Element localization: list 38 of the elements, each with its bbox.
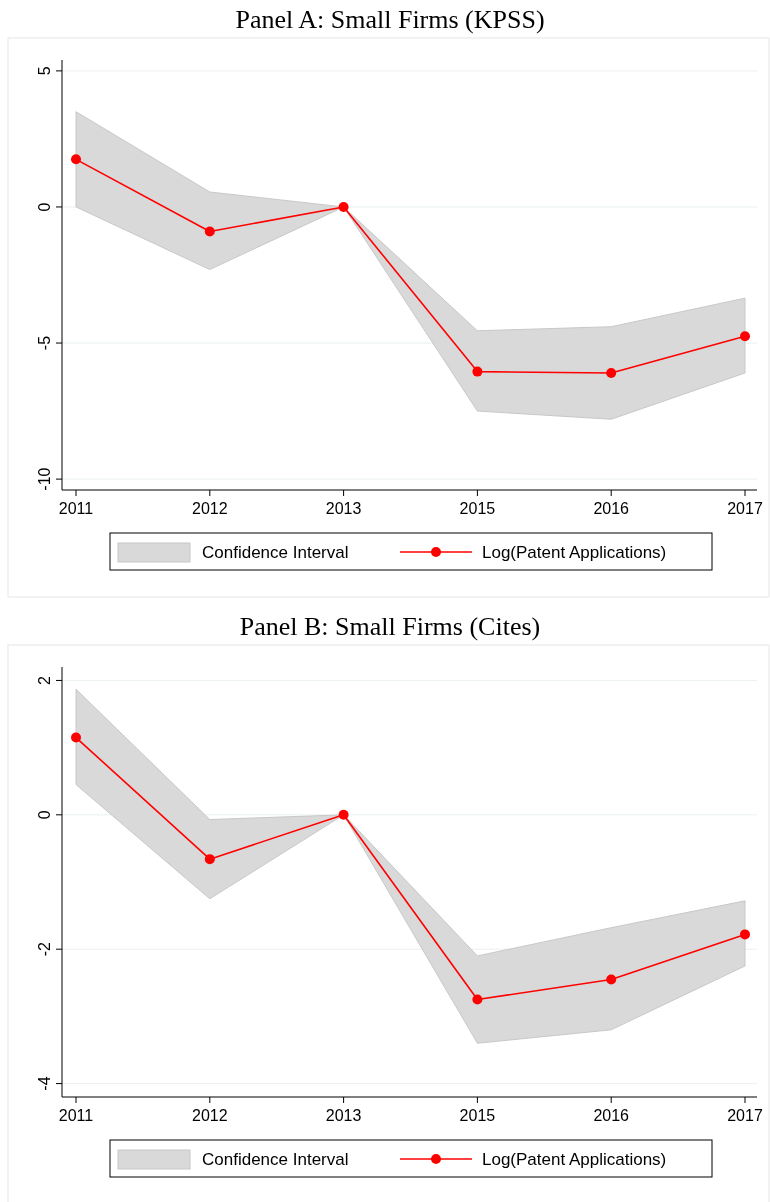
y-tick-label: -2 xyxy=(36,941,53,957)
point xyxy=(204,226,215,237)
y-tick-label: 2 xyxy=(36,675,53,685)
y-tick-label: 0 xyxy=(36,810,53,820)
text: Confidence Interval xyxy=(202,543,349,562)
point xyxy=(740,929,750,940)
x-tick-label: 2011 xyxy=(58,500,94,517)
point xyxy=(338,809,349,820)
x-tick-label: 2016 xyxy=(593,1107,630,1124)
y-tick-label: 0 xyxy=(36,202,53,212)
x-tick-label: 2013 xyxy=(325,500,362,517)
y-tick-label: -5 xyxy=(36,335,53,351)
point xyxy=(472,366,483,377)
point xyxy=(204,854,215,865)
chart-title: Panel B: Small Firms (Cites) xyxy=(239,612,541,641)
x-tick-label: 2017 xyxy=(727,1107,763,1124)
x-tick-label: 2015 xyxy=(459,500,496,517)
text: Confidence Interval xyxy=(202,1150,349,1169)
x-tick-label: 2015 xyxy=(459,1107,496,1124)
y-tick-label: -4 xyxy=(36,1076,53,1091)
x-tick-label: 2011 xyxy=(58,1107,94,1124)
x-tick-label: 2017 xyxy=(727,500,763,517)
x-tick-label: 2013 xyxy=(325,1107,362,1124)
point xyxy=(606,367,617,378)
point xyxy=(338,201,349,212)
legend-label: Log(Patent Applications) xyxy=(482,543,667,562)
y-tick-label: -10 xyxy=(36,467,53,491)
x-tick-label: 2016 xyxy=(593,500,630,517)
point xyxy=(606,974,617,985)
y-tick-label: 5 xyxy=(36,66,53,76)
point xyxy=(71,154,81,165)
chart-title: Panel A: Small Firms (KPSS) xyxy=(235,5,545,34)
point xyxy=(71,732,81,743)
legend-label: Log(Patent Applications) xyxy=(482,1150,667,1169)
x-tick-label: 2012 xyxy=(192,500,228,517)
x-tick-label: 2012 xyxy=(192,1107,228,1124)
point xyxy=(740,331,750,342)
point xyxy=(472,994,483,1005)
